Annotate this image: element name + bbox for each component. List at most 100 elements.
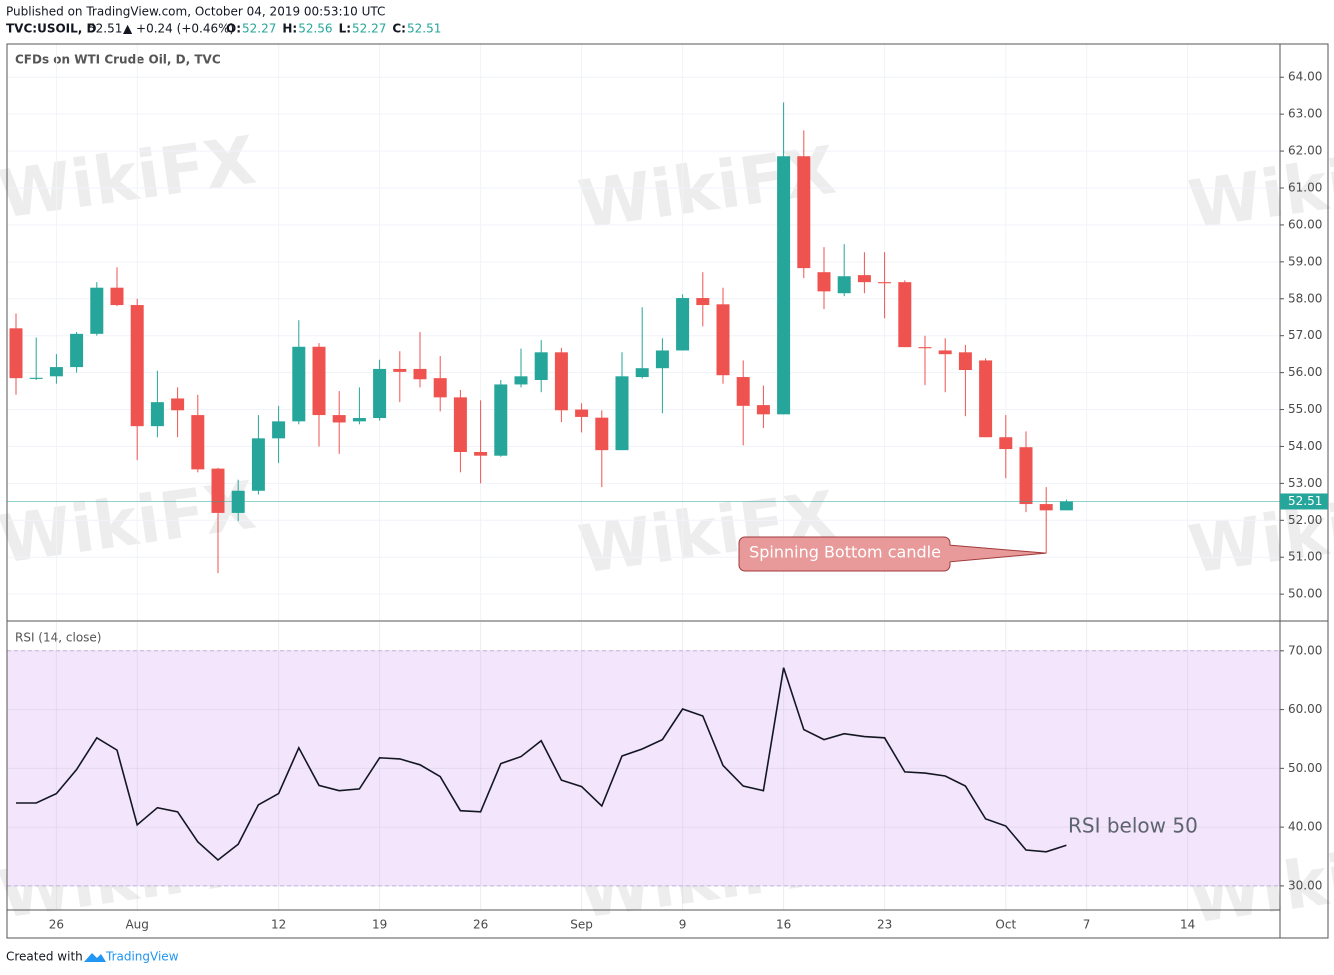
candle-body [1059, 501, 1073, 511]
x-tick-label: 12 [271, 918, 286, 932]
candle-body [655, 350, 669, 369]
annotation: Spinning Bottom candle [749, 543, 941, 562]
y-tick-label: 57.00 [1288, 328, 1322, 342]
candle-body [716, 304, 730, 376]
watermark: WikiFX [574, 477, 840, 589]
candle-body [534, 352, 548, 380]
ohlc-key: O: [226, 22, 241, 36]
y-tick-label: 60.00 [1288, 217, 1322, 231]
candle-body [413, 368, 427, 380]
y-tick-label: 54.00 [1288, 439, 1322, 453]
candle-body [312, 346, 326, 416]
candle-body [999, 437, 1013, 450]
candle-body [1019, 447, 1033, 505]
candle-body [49, 367, 63, 377]
x-tick-label: 26 [49, 918, 64, 932]
y-tick-label: 53.00 [1288, 476, 1322, 490]
candle-body [90, 287, 104, 334]
candle-body [575, 409, 589, 417]
candle-body [797, 156, 811, 269]
candle-body [898, 282, 912, 348]
candle-body [70, 333, 84, 368]
candle-body [938, 350, 952, 355]
candle-body [130, 305, 144, 427]
y-tick-label: 50.00 [1288, 761, 1322, 775]
pane-title: RSI (14, close) [15, 631, 101, 645]
candle-body [150, 402, 164, 427]
x-tick-label: 16 [776, 918, 791, 932]
x-tick-label: 14 [1180, 918, 1195, 932]
candle-body [514, 376, 528, 385]
candle-body [292, 346, 306, 422]
x-tick-label: 26 [473, 918, 488, 932]
y-tick-label: 60.00 [1288, 702, 1322, 716]
x-tick-label: 23 [877, 918, 892, 932]
y-tick-label: 50.00 [1288, 587, 1322, 601]
y-tick-label: 40.00 [1288, 820, 1322, 834]
candle-body [777, 156, 791, 415]
candle-body [878, 282, 892, 284]
x-tick-label: Aug [125, 918, 148, 932]
candle-body [736, 377, 750, 406]
change: ▲ +0.24 (+0.46%) [123, 22, 234, 36]
x-tick-label: Oct [995, 918, 1016, 932]
y-tick-label: 64.00 [1288, 70, 1322, 84]
y-tick-label: 61.00 [1288, 181, 1322, 195]
candle-body [615, 376, 629, 451]
candle-body [332, 415, 346, 423]
y-tick-label: 56.00 [1288, 365, 1322, 379]
candle-body [554, 352, 568, 411]
footer-text: Created with [6, 950, 83, 964]
candle-body [393, 368, 407, 372]
candle-body [756, 405, 770, 415]
ohlc-value: 52.27 [352, 22, 386, 36]
y-tick-label: 63.00 [1288, 107, 1322, 121]
annotation: RSI below 50 [1068, 814, 1198, 838]
candle-body [958, 352, 972, 371]
candle-body [676, 298, 690, 351]
ohlc-value: 52.51 [407, 22, 441, 36]
x-tick-label: 9 [679, 918, 687, 932]
candle-body [595, 417, 609, 451]
candle-body [110, 287, 124, 306]
y-tick-label: 59.00 [1288, 254, 1322, 268]
candle-body [696, 298, 710, 306]
rsi-line [16, 667, 1067, 862]
y-tick-label: 58.00 [1288, 291, 1322, 305]
rsi-band [7, 650, 1280, 886]
candle-body [191, 415, 205, 470]
pane-title: CFDs on WTI Crude Oil, D, TVC [15, 53, 221, 67]
x-tick-label: Sep [570, 918, 593, 932]
last-price: 52.51 [88, 22, 122, 36]
x-tick-label: 7 [1083, 918, 1091, 932]
candle-body [979, 360, 993, 438]
y-tick-label: 70.00 [1288, 643, 1322, 657]
ohlc-key: L: [339, 22, 351, 36]
ohlc-value: 52.56 [298, 22, 332, 36]
candle-body [837, 276, 851, 294]
published: Published on TradingView.com, October 04… [6, 5, 385, 19]
ohlc-value: 52.27 [242, 22, 276, 36]
candle-body [211, 468, 225, 513]
candle-body [373, 368, 387, 419]
candle-body [1039, 504, 1053, 511]
callout-pointer [947, 544, 1047, 563]
candle-body [453, 397, 467, 452]
candle-body [433, 378, 447, 398]
candle-body [635, 368, 649, 378]
x-tick-label: 19 [372, 918, 387, 932]
candle-body [494, 384, 508, 456]
symbol: TVC:USOIL, D [6, 22, 97, 36]
ohlc-key: H: [282, 22, 297, 36]
candle-body [817, 272, 831, 292]
candle-body [272, 421, 286, 439]
candle-body [29, 377, 43, 379]
y-tick-label: 30.00 [1288, 878, 1322, 892]
candle-body [857, 275, 871, 283]
brand-logo [84, 953, 106, 962]
y-tick-label: 55.00 [1288, 402, 1322, 416]
y-tick-label: 52.00 [1288, 513, 1322, 527]
candle-body [251, 438, 265, 491]
last-price-marker [1280, 493, 1328, 510]
